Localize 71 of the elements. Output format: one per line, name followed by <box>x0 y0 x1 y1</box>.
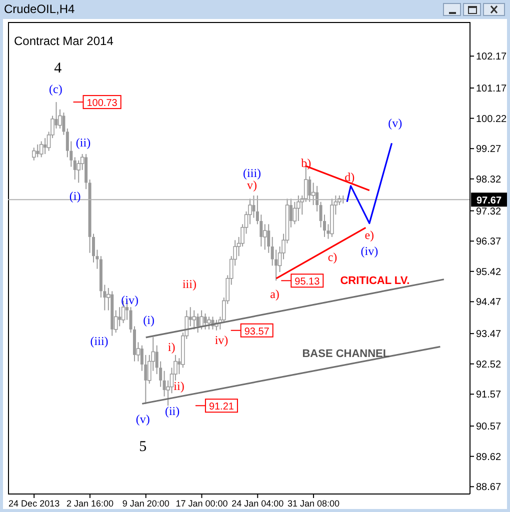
y-tick-label: 88.67 <box>476 482 502 494</box>
annotation: b) <box>301 156 312 170</box>
annotation: iv) <box>214 333 228 348</box>
candlestick <box>196 312 200 334</box>
annotation: (iii) <box>243 166 262 180</box>
annotation: (iv) <box>121 293 138 308</box>
annotation: CRITICAL LV. <box>340 275 410 288</box>
y-tick-label: 101.17 <box>476 84 508 95</box>
annotation: 100.73 <box>86 98 118 110</box>
x-tick-label: 2 Jan 16:00 <box>66 498 114 508</box>
line-series <box>346 142 393 224</box>
chart-title: CrudeOIL,H4 <box>4 2 75 18</box>
y-tick-label: 91.57 <box>476 390 502 401</box>
annotation: 93.57 <box>244 326 270 338</box>
text: Contract Mar 2014 <box>14 34 114 48</box>
y-tick-label: 93.47 <box>476 329 502 340</box>
annotation: i) <box>168 340 176 354</box>
annotation: BASE CHANNEL <box>302 348 390 360</box>
candlestick <box>204 312 207 330</box>
y-tick-label: 97.32 <box>476 206 502 218</box>
y-tick-label: 89.62 <box>476 452 502 463</box>
candlestick <box>44 138 47 155</box>
y-tick-label: 90.57 <box>476 422 502 433</box>
candlestick <box>36 144 40 158</box>
candlestick <box>200 310 204 330</box>
y-tick-label: 102.17 <box>476 52 508 63</box>
annotation: (c) <box>49 82 62 96</box>
annotation: (i) <box>143 312 154 327</box>
candlestick <box>207 316 211 330</box>
y-tick-label: 100.22 <box>476 114 508 125</box>
candlestick <box>73 156 76 180</box>
x-tick-label: 24 Jan 04:00 <box>232 498 284 508</box>
y-tick-label: 96.37 <box>476 236 502 248</box>
annotation: c) <box>328 250 338 264</box>
annotation: 5 <box>139 439 147 456</box>
annotation: iii) <box>182 277 196 292</box>
y-tick-label: 92.52 <box>476 359 502 370</box>
ref-line-label: 97.67 <box>476 196 502 207</box>
candlestick <box>118 306 122 327</box>
candlestick <box>62 112 66 136</box>
y-tick-label: 99.27 <box>476 144 502 156</box>
annotation: e) <box>364 228 374 242</box>
candlestick <box>32 147 36 161</box>
candlestick <box>252 194 256 218</box>
annotation: (i) <box>69 189 81 204</box>
annotation: 95.13 <box>294 276 320 288</box>
x-tick-label: 24 Dec 2013 <box>8 498 60 508</box>
candlestick <box>39 140 44 158</box>
candlestick <box>267 224 270 254</box>
x-tick-label: 31 Jan 08:00 <box>287 498 340 508</box>
annotation: (iv) <box>360 244 378 258</box>
annotation: d) <box>344 170 355 184</box>
annotation: a) <box>270 287 280 302</box>
annotation: (v) <box>136 412 150 426</box>
x-tick-label: 9 Jan 20:00 <box>122 498 170 508</box>
annotation: (ii) <box>76 135 91 150</box>
candlestick <box>296 194 300 222</box>
y-tick-label: 95.42 <box>476 266 502 278</box>
annotation: 91.21 <box>208 402 234 413</box>
annotation: ii) <box>174 378 184 393</box>
y-tick-label: 98.32 <box>476 174 502 186</box>
annotation: (ii) <box>164 404 180 418</box>
candlestick <box>192 310 196 330</box>
annotation: v) <box>247 178 258 192</box>
x-tick-label: 17 Jan 00:00 <box>176 498 228 508</box>
candlestick <box>308 176 312 202</box>
y-tick-label: 94.47 <box>476 297 502 308</box>
annotation: (v) <box>388 116 402 130</box>
annotation: (iii) <box>90 334 108 348</box>
annotation: 4 <box>54 60 62 76</box>
candlestick <box>316 185 319 212</box>
